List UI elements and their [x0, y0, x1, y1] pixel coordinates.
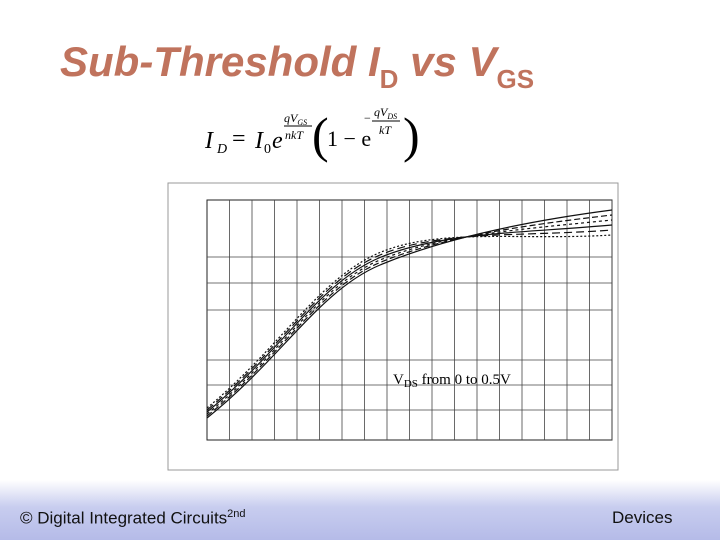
formula: I D = I 0 e qVGS nkT ( 1 − e − qVDS kT ): [204, 105, 420, 163]
formula-text: qV: [374, 105, 389, 119]
plot-curve: [206, 219, 613, 415]
plot-image: [167, 182, 619, 471]
formula-text: DS: [386, 112, 397, 121]
title-text: vs V: [398, 38, 497, 85]
annotation-text: DS: [404, 378, 418, 390]
formula-text: ): [403, 107, 420, 163]
footer-text: © Digital Integrated Circuits: [20, 508, 228, 528]
annotation-text: from 0 to 0.5V: [418, 372, 511, 388]
title-subscript: D: [379, 64, 399, 94]
plot-curve: [206, 234, 613, 409]
annotation: VDS from 0 to 0.5V: [393, 372, 511, 390]
svg-text:qVDS: qVDS: [374, 105, 397, 121]
plot-frame: [167, 182, 619, 471]
title-subscript: GS: [496, 64, 535, 94]
formula-text: qV: [284, 111, 299, 125]
annotation-text: V: [393, 372, 404, 388]
formula-text: 1 − e: [327, 126, 371, 151]
formula-text: I: [204, 128, 214, 154]
formula-text: GS: [297, 118, 307, 127]
footer-right: Devices: [612, 508, 673, 527]
svg-text:qVGS: qVGS: [284, 111, 307, 127]
formula-text: D: [216, 142, 227, 157]
formula-text: e: [272, 128, 283, 154]
formula-text: nkT: [285, 128, 304, 142]
plot-curve: [206, 209, 613, 419]
title-text: Sub-Threshold I: [60, 38, 380, 85]
formula-text: −: [364, 111, 371, 125]
formula-text: I: [254, 128, 264, 154]
formula-text: (: [312, 107, 329, 163]
plot-curve: [206, 229, 613, 411]
footer-band: [0, 480, 720, 540]
formula-text: =: [232, 126, 246, 152]
footer-left: © Digital Integrated Circuits2nd: [20, 508, 246, 529]
slide-title: Sub-Threshold ID vs VGS: [60, 38, 534, 94]
plot-curve: [206, 214, 613, 417]
formula-text: kT: [379, 123, 392, 137]
plot-curve: [206, 224, 613, 413]
formula-text: 0: [264, 142, 271, 157]
footer-sup: 2nd: [227, 508, 246, 520]
